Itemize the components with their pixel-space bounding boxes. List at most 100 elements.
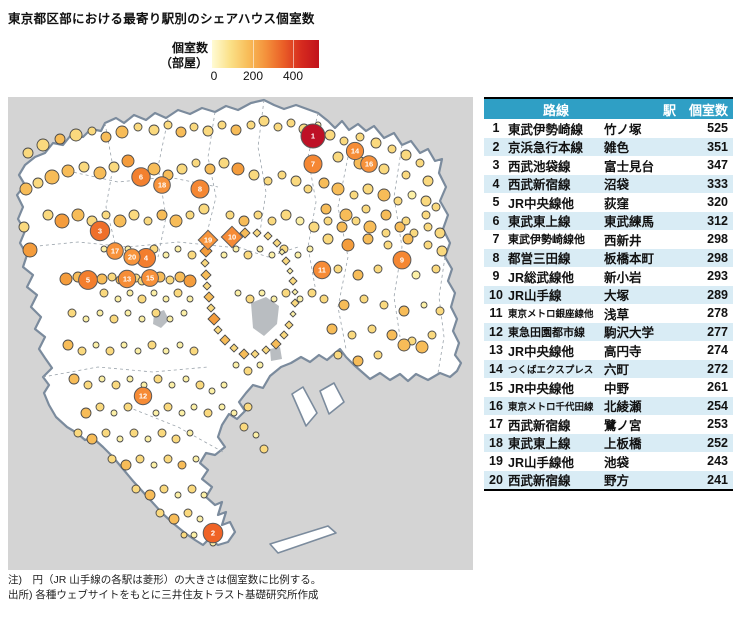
yamanote-diamond xyxy=(238,348,250,360)
ranked-marker-18 xyxy=(153,176,171,194)
line-cell: 西武新宿線 xyxy=(508,418,571,433)
ranked-marker-label: 14 xyxy=(351,147,360,156)
ranked-marker-label: 6 xyxy=(139,173,143,182)
ranked-marker-1 xyxy=(300,123,326,149)
yamanote-diamond xyxy=(270,338,282,350)
sharehouse-circle xyxy=(189,346,199,356)
sharehouse-circle xyxy=(128,209,140,221)
rank-cell: 11 xyxy=(489,306,503,321)
rooms-cell: 253 xyxy=(707,417,728,432)
sharehouse-circle xyxy=(339,208,353,222)
ranked-marker-label: 11 xyxy=(318,266,326,275)
rooms-cell: 261 xyxy=(707,380,728,395)
ranked-marker-2 xyxy=(202,522,224,544)
sharehouse-circle xyxy=(54,213,70,229)
sharehouse-circle xyxy=(124,309,132,317)
yamanote-diamond xyxy=(207,312,221,326)
sharehouse-circle xyxy=(131,484,141,494)
sharehouse-circle xyxy=(162,347,170,355)
yamanote-diamond xyxy=(291,288,299,296)
rank-cell: 2 xyxy=(492,139,500,154)
rooms-cell: 312 xyxy=(707,213,728,228)
yamanote-diamond xyxy=(289,310,297,318)
rooms-cell: 525 xyxy=(707,121,728,136)
rank-cell: 9 xyxy=(492,269,500,284)
sharehouse-circle xyxy=(152,409,160,417)
sharehouse-circle xyxy=(114,295,122,303)
sharehouse-circle xyxy=(383,240,393,250)
ranked-marker-17 xyxy=(106,242,124,260)
sharehouse-circle xyxy=(401,170,411,180)
sharehouse-circle xyxy=(107,454,117,464)
sharehouse-circle xyxy=(92,341,100,349)
sharehouse-circle xyxy=(331,182,345,196)
sharehouse-circle xyxy=(307,288,317,298)
sharehouse-circle xyxy=(252,431,260,439)
rooms-cell: 320 xyxy=(707,195,728,210)
sharehouse-circle xyxy=(44,169,60,185)
sharehouse-circle xyxy=(150,289,158,297)
sharehouse-circle xyxy=(306,245,314,253)
sharehouse-circle xyxy=(174,271,186,283)
sharehouse-circle xyxy=(326,323,338,335)
legend-tick-200 xyxy=(253,40,254,68)
sharehouse-circle xyxy=(415,158,425,168)
sharehouse-circle xyxy=(100,245,108,253)
sharehouse-circle xyxy=(402,233,414,245)
parks xyxy=(153,297,282,361)
sharehouse-circle xyxy=(137,294,147,304)
ranked-marker-label: 18 xyxy=(158,181,166,190)
sharehouse-circle xyxy=(280,209,292,221)
sharehouse-circle xyxy=(133,122,143,132)
sharehouse-circle xyxy=(319,294,329,304)
sharehouse-circle xyxy=(126,289,134,297)
ranked-marker-label: 20 xyxy=(128,253,136,262)
yamanote-diamond xyxy=(200,269,212,281)
table-body: 1 東武伊勢崎線 竹ノ塚 525 2 京浜急行本線 雑色 351 3 西武池袋線 富士見台 347 4 西… xyxy=(484,119,733,489)
yamanote-diamond xyxy=(290,298,300,308)
yamanote-diamond xyxy=(281,256,291,266)
sharehouse-circle xyxy=(373,264,383,274)
sharehouse-circle xyxy=(187,484,197,494)
sharehouse-circle xyxy=(204,163,216,175)
rooms-cell: 252 xyxy=(707,435,728,450)
sharehouse-circle xyxy=(243,250,253,260)
ranked-marker-15 xyxy=(141,269,159,287)
sharehouse-circle xyxy=(422,175,434,187)
station-cell: 沼袋 xyxy=(604,178,630,193)
ranked-marker-8 xyxy=(190,179,210,199)
sharehouse-circle xyxy=(36,138,50,152)
rooms-cell: 241 xyxy=(707,472,728,487)
rank-cell: 20 xyxy=(489,472,503,487)
rooms-cell: 243 xyxy=(707,454,728,469)
sharehouse-circle xyxy=(69,128,83,142)
sharehouse-circle xyxy=(362,183,374,195)
line-cell: JR山手線 xyxy=(508,289,562,304)
sharehouse-circle xyxy=(182,375,190,383)
sharehouse-circle xyxy=(174,245,182,253)
yamanote-diamond xyxy=(284,320,294,330)
header-line: 路線 xyxy=(542,102,569,118)
station-cell: 上板橋 xyxy=(604,437,642,452)
sharehouse-circle xyxy=(435,306,445,316)
ranked-marker-label: 16 xyxy=(365,160,373,169)
rank-cell: 17 xyxy=(489,417,503,432)
sharehouse-circle xyxy=(256,361,264,369)
sharehouse-circle xyxy=(415,340,429,354)
sharehouse-circle xyxy=(101,428,111,438)
sharehouse-circle xyxy=(59,272,73,286)
rooms-cell: 347 xyxy=(707,158,728,173)
rank-cell: 14 xyxy=(489,361,503,376)
legend-tick-label-0: 0 xyxy=(210,69,218,83)
sharehouse-circle xyxy=(190,403,198,411)
sharehouse-circle xyxy=(434,227,446,239)
ranked-marker-13 xyxy=(117,269,137,289)
sharehouse-circle xyxy=(246,120,256,130)
sharehouse-circle xyxy=(68,373,80,385)
table-row: 2 京浜急行本線 雑色 351 xyxy=(484,137,733,156)
sharehouse-circle xyxy=(96,273,108,285)
sharehouse-circle xyxy=(245,294,255,304)
sharehouse-circle xyxy=(248,169,260,181)
rank-cell: 15 xyxy=(489,380,503,395)
table-row: 13 JR中央線他 高円寺 274 xyxy=(484,341,733,360)
